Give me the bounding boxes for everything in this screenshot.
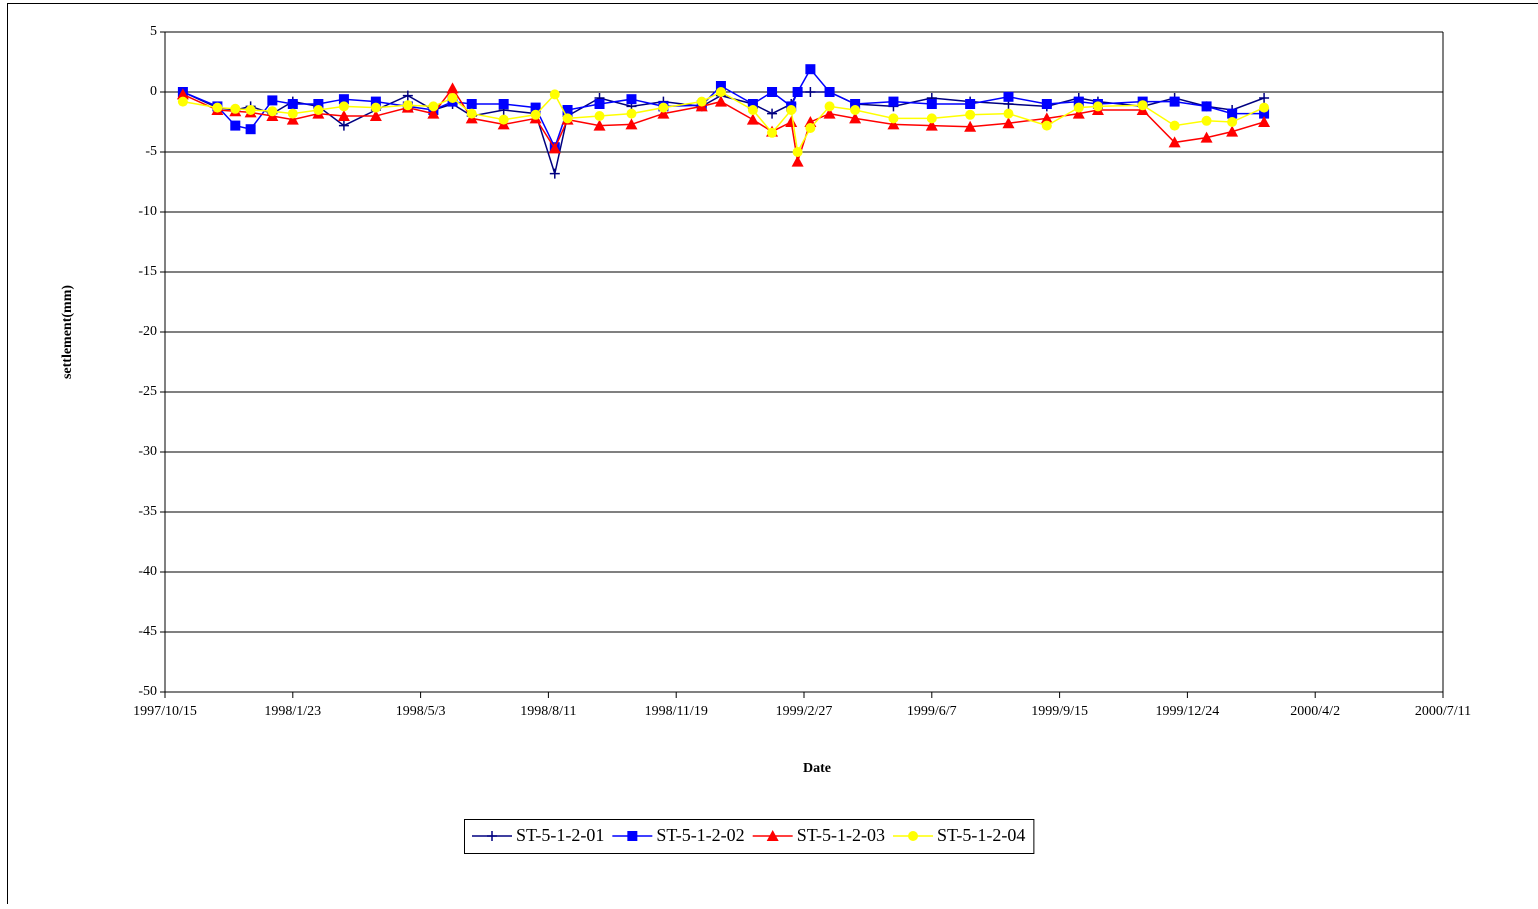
y-tick-label: -10 (138, 204, 157, 219)
marker (1259, 103, 1269, 113)
marker (850, 105, 860, 115)
marker (965, 99, 975, 109)
marker (1170, 121, 1180, 131)
marker (1202, 101, 1212, 111)
legend-label: ST-5-1-2-04 (937, 825, 1025, 845)
legend: ST-5-1-2-01 ST-5-1-2-02 ST-5-1-2-03 ST-5-1-… (465, 820, 1034, 854)
x-tick-label: 1999/9/15 (1031, 704, 1088, 719)
marker (658, 103, 668, 113)
marker (805, 64, 815, 74)
marker (563, 113, 573, 123)
marker (339, 101, 349, 111)
x-tick-label: 2000/7/11 (1415, 704, 1471, 719)
marker (1202, 116, 1212, 126)
marker (888, 97, 898, 107)
marker (403, 100, 413, 110)
marker (448, 93, 458, 103)
marker (246, 124, 256, 134)
marker (805, 123, 815, 133)
y-tick-label: -35 (138, 504, 157, 519)
legend-label: ST-5-1-2-02 (656, 825, 744, 845)
marker (550, 89, 560, 99)
y-tick-label: -15 (138, 264, 157, 279)
marker (908, 831, 918, 841)
marker (748, 105, 758, 115)
marker (1003, 92, 1013, 102)
marker (267, 95, 277, 105)
marker (793, 147, 803, 157)
marker (499, 99, 509, 109)
y-tick-label: -30 (138, 444, 157, 459)
marker (786, 105, 796, 115)
marker (627, 831, 637, 841)
marker (716, 87, 726, 97)
legend-label: ST-5-1-2-01 (516, 825, 604, 845)
marker (965, 110, 975, 120)
x-tick-label: 1998/5/3 (396, 704, 446, 719)
y-tick-label: -45 (138, 624, 157, 639)
x-tick-label: 1998/11/19 (645, 704, 708, 719)
x-tick-label: 1999/12/24 (1156, 704, 1220, 719)
marker (288, 99, 298, 109)
marker (230, 121, 240, 131)
marker (793, 87, 803, 97)
marker (531, 110, 541, 120)
plot-area (165, 32, 1443, 692)
marker (428, 101, 438, 111)
marker (467, 99, 477, 109)
y-tick-label: -40 (138, 564, 157, 579)
marker (499, 115, 509, 125)
marker (595, 111, 605, 121)
marker (825, 101, 835, 111)
marker (288, 109, 298, 119)
x-tick-label: 1998/1/23 (264, 704, 321, 719)
y-tick-label: 0 (150, 84, 157, 99)
y-axis-title: settlement(mm) (60, 285, 75, 379)
marker (1003, 109, 1013, 119)
marker (626, 94, 636, 104)
marker (697, 97, 707, 107)
marker (1170, 97, 1180, 107)
marker (467, 109, 477, 119)
marker (1074, 103, 1084, 113)
marker (1093, 101, 1103, 111)
marker (313, 105, 323, 115)
marker (1227, 117, 1237, 127)
x-tick-label: 1997/10/15 (133, 704, 197, 719)
marker (927, 99, 937, 109)
marker (626, 109, 636, 119)
marker (178, 97, 188, 107)
x-tick-label: 2000/4/2 (1290, 704, 1340, 719)
marker (1042, 121, 1052, 131)
y-tick-label: -50 (138, 684, 157, 699)
marker (371, 103, 381, 113)
marker (246, 105, 256, 115)
marker (767, 87, 777, 97)
x-tick-label: 1999/6/7 (907, 704, 957, 719)
x-tick-label: 1999/2/27 (776, 704, 833, 719)
y-tick-label: -20 (138, 324, 157, 339)
marker (230, 104, 240, 114)
marker (1042, 99, 1052, 109)
marker (927, 113, 937, 123)
marker (888, 113, 898, 123)
y-tick-label: 5 (150, 24, 157, 39)
y-tick-label: -5 (145, 144, 157, 159)
marker (267, 106, 277, 116)
x-tick-label: 1998/8/11 (520, 704, 576, 719)
legend-label: ST-5-1-2-03 (797, 825, 885, 845)
marker (825, 87, 835, 97)
y-tick-label: -25 (138, 384, 157, 399)
marker (212, 103, 222, 113)
x-axis-title: Date (803, 761, 831, 776)
marker (767, 128, 777, 138)
marker (595, 99, 605, 109)
marker (1138, 100, 1148, 110)
